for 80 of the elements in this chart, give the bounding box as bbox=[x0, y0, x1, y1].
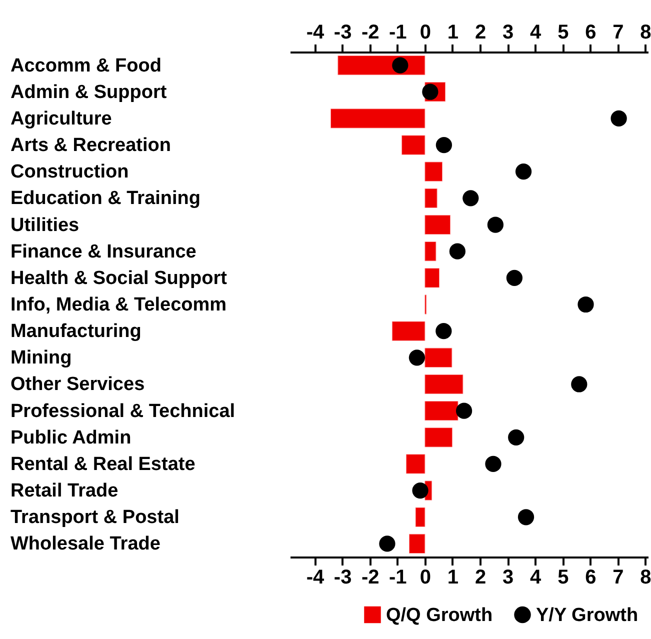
y-tick-label: Transport & Postal bbox=[10, 507, 180, 528]
x-tick-label: -1 bbox=[389, 22, 407, 44]
bar bbox=[408, 534, 426, 554]
legend-label: Q/Q Growth bbox=[386, 604, 493, 626]
y-tick-label: Manufacturing bbox=[10, 321, 142, 342]
bar bbox=[424, 162, 443, 182]
y-tick-label: Rental & Real Estate bbox=[10, 454, 196, 475]
x-tick-label: 2 bbox=[474, 22, 486, 44]
x-tick-label: 6 bbox=[585, 22, 596, 44]
y-tick-label: Finance & Insurance bbox=[10, 241, 196, 262]
x2-tick-label: 6 bbox=[585, 566, 596, 588]
bar bbox=[424, 348, 452, 368]
bar bbox=[424, 428, 452, 448]
x-tick-label: -3 bbox=[334, 22, 352, 44]
point bbox=[412, 482, 428, 499]
point bbox=[436, 136, 452, 154]
x2-tick-label: 8 bbox=[640, 566, 651, 588]
y-tick-label: Construction bbox=[10, 162, 129, 183]
point bbox=[487, 216, 504, 233]
bar bbox=[406, 454, 426, 474]
bar bbox=[424, 400, 458, 421]
point bbox=[379, 536, 396, 552]
x-tick-label: 7 bbox=[612, 22, 624, 44]
y-tick-label: Education & Training bbox=[10, 188, 201, 210]
y-tick-label: Utilities bbox=[10, 214, 80, 236]
x-tick-label: 8 bbox=[640, 22, 651, 44]
bar bbox=[424, 242, 436, 262]
y-tick-label: Wholesale Trade bbox=[10, 534, 160, 555]
point bbox=[449, 243, 466, 260]
point bbox=[578, 296, 594, 313]
x-tick-label: 1 bbox=[447, 22, 459, 44]
point bbox=[506, 270, 522, 286]
x2-tick-label: -4 bbox=[306, 566, 326, 588]
x2-tick-label: 3 bbox=[502, 566, 514, 588]
y-tick-label: Retail Trade bbox=[10, 480, 118, 502]
point bbox=[456, 402, 472, 419]
point bbox=[610, 110, 627, 126]
y-tick-label: Accomm & Food bbox=[10, 55, 162, 76]
y-tick-label: Mining bbox=[10, 348, 72, 369]
point bbox=[408, 350, 426, 366]
x2-tick-label: 4 bbox=[530, 566, 542, 588]
point bbox=[518, 509, 534, 526]
x2-tick-label: 1 bbox=[447, 566, 459, 588]
x2-tick-label: 0 bbox=[420, 566, 431, 588]
bar bbox=[330, 108, 426, 128]
y-tick-label: Public Admin bbox=[10, 427, 132, 448]
bar bbox=[415, 507, 426, 527]
y-tick-label: Health & Social Support bbox=[10, 268, 228, 289]
point bbox=[485, 456, 502, 472]
x2-tick-label: 7 bbox=[612, 566, 624, 588]
y-tick-label: Agriculture bbox=[10, 108, 112, 130]
y-tick-label: Other Services bbox=[10, 374, 145, 396]
x2-tick-label: -1 bbox=[389, 566, 407, 588]
x2-tick-label: 2 bbox=[474, 566, 486, 588]
bar bbox=[424, 188, 438, 208]
y-tick-label: Admin & Support bbox=[10, 82, 168, 103]
x2-tick-label: -2 bbox=[361, 566, 380, 588]
x-tick-label: 0 bbox=[420, 22, 431, 44]
bar bbox=[424, 374, 464, 394]
point bbox=[436, 323, 452, 340]
bar bbox=[424, 268, 440, 288]
x-tick-label: -2 bbox=[361, 22, 380, 44]
bar bbox=[392, 321, 426, 341]
bar bbox=[424, 214, 451, 235]
x-tick-label: 3 bbox=[502, 22, 514, 44]
y-tick-label: Info, Media & Telecomm bbox=[10, 294, 227, 316]
point bbox=[392, 57, 408, 74]
x2-tick-label: 5 bbox=[558, 566, 569, 588]
point bbox=[571, 376, 588, 392]
legend-label: Y/Y Growth bbox=[536, 604, 638, 626]
x-tick-label: 5 bbox=[558, 22, 569, 44]
point bbox=[508, 429, 524, 446]
x-tick-label: 4 bbox=[530, 22, 542, 44]
x-tick-label: -4 bbox=[306, 22, 326, 44]
y-tick-label: Arts & Recreation bbox=[10, 135, 171, 156]
point bbox=[515, 164, 532, 180]
bar bbox=[402, 135, 426, 155]
y-tick-label: Professional & Technical bbox=[10, 400, 236, 422]
point bbox=[462, 190, 479, 206]
x2-tick-label: -3 bbox=[334, 566, 352, 588]
